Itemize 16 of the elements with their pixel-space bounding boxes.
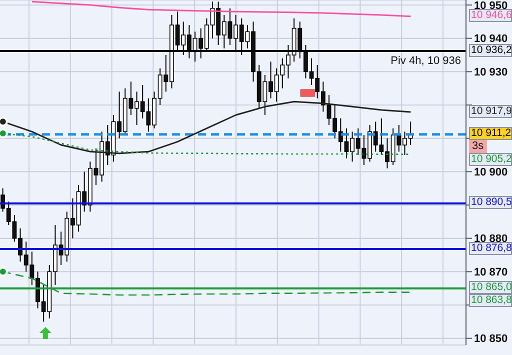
ref-line-label: Piv 4h, 10 936 xyxy=(390,54,461,67)
y-tick-label: 10 870 xyxy=(474,266,508,279)
annotation: 10 911,2 xyxy=(469,127,512,140)
annotation: 10 936,2 xyxy=(469,44,512,57)
annotation: 10 917,9 xyxy=(469,105,512,118)
text: 3s xyxy=(469,140,487,154)
y-tick-label: 10 900 xyxy=(474,166,508,179)
text: 10 863,8 xyxy=(469,294,512,308)
text: 10 905,2 xyxy=(469,153,512,166)
annotation: 10 876,8 xyxy=(469,242,512,255)
y-tick-label: 10 950 xyxy=(474,0,508,12)
y-tick-label: 10 940 xyxy=(474,33,508,46)
annotation: 10 865,0 xyxy=(469,281,512,294)
y-tick-label: 10 850 xyxy=(474,333,508,346)
y-tick-label: 10 930 xyxy=(474,66,508,79)
annotation: 10 890,5 xyxy=(469,196,512,210)
